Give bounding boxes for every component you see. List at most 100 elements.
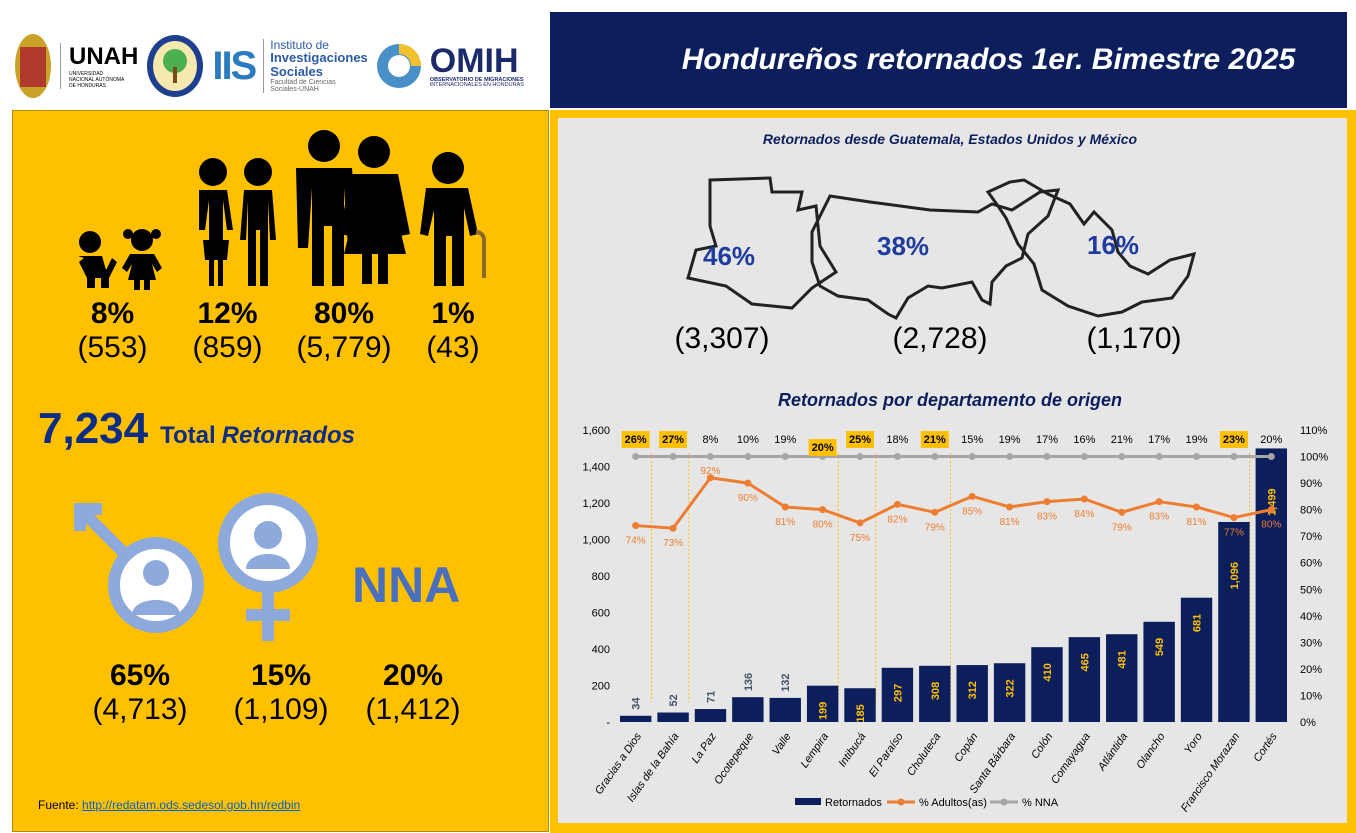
y-tick-label: 800	[592, 571, 610, 583]
omih-sub-2: INTERNACIONALES EN HONDURAS	[429, 82, 524, 88]
nna-point	[781, 453, 789, 461]
nna-point	[1006, 453, 1014, 461]
x-tick-label: El Paraíso	[867, 731, 906, 779]
bar	[1031, 647, 1063, 722]
adults-point	[1155, 498, 1163, 506]
adults-value-label: 79%	[1112, 522, 1132, 533]
page-title: Hondureños retornados 1er. Bimestre 2025	[550, 12, 1347, 108]
age-stat-youth: 12% (859)	[170, 297, 285, 365]
ccss-seal-icon	[147, 35, 204, 97]
nna-label-highlight	[1219, 431, 1248, 448]
adults-value-label: 92%	[700, 466, 720, 477]
nna-value-label: 16%	[1073, 434, 1095, 446]
bar	[1218, 521, 1250, 722]
country-count-usa: (2,728)	[892, 322, 988, 355]
bar-value-label: 465	[1079, 653, 1091, 671]
iis-name-1: Instituto de	[270, 37, 329, 52]
adults-point	[706, 474, 714, 482]
gender-count: (1,109)	[233, 693, 329, 726]
total-label: Total	[160, 422, 216, 449]
x-tick-label: Colón	[1029, 731, 1055, 761]
y2-tick-label: 50%	[1300, 584, 1322, 596]
country-count-guatemala: (3,307)	[674, 322, 770, 355]
age-count: (43)	[426, 331, 480, 364]
gender-pct: 15%	[250, 659, 312, 692]
age-stats: 8% (553) 12% (859) 80% (5,779) 1% (43)	[55, 297, 503, 365]
countries-title: Retornados desde Guatemala, Estados Unid…	[762, 131, 1138, 147]
age-stat-elderly: 1% (43)	[403, 297, 503, 365]
adults-value-label: 77%	[1224, 528, 1244, 539]
bar	[956, 665, 988, 722]
bar	[844, 688, 876, 722]
country-maps	[686, 176, 1197, 320]
bar	[993, 663, 1026, 722]
y2-tick-label: 110%	[1300, 425, 1328, 437]
bar-value-label: 136	[743, 673, 755, 691]
gender-pct: 65%	[109, 659, 171, 692]
x-tick-label: Cortés	[1251, 730, 1280, 764]
age-pct: 12%	[197, 297, 258, 330]
nna-label-highlight	[659, 431, 688, 448]
y-tick-label: 1,000	[582, 535, 610, 547]
bar	[657, 712, 689, 722]
bar-value-label: 549	[1154, 638, 1166, 656]
y2-tick-label: 60%	[1300, 558, 1322, 570]
adults-value-label: 80%	[1261, 520, 1281, 531]
x-tick-label: La Paz	[689, 730, 719, 765]
age-pct: 8%	[90, 297, 135, 330]
adults-value-label: 83%	[1149, 512, 1169, 523]
legend-label: % NNA	[1022, 797, 1059, 809]
gender-count: (1,412)	[365, 693, 461, 726]
iis-name-2: Investigaciones	[270, 50, 368, 66]
adults-point	[1080, 495, 1088, 503]
bar-value-label: 71	[705, 691, 717, 703]
bar-value-label: 297	[892, 684, 904, 702]
adults-point	[744, 479, 752, 487]
bar	[769, 697, 801, 722]
nna-value-label: 19%	[774, 434, 796, 446]
y2-tick-label: 0%	[1300, 717, 1316, 729]
x-tick-label: Olancho	[1134, 731, 1167, 771]
bar-value-label: 132	[780, 674, 792, 692]
bar	[1255, 448, 1288, 722]
legend-marker-adults	[897, 798, 905, 806]
omih-text: OMIH	[429, 41, 519, 80]
nna-label-highlight	[808, 439, 837, 456]
guatemala-map-icon	[686, 176, 839, 310]
age-count: (859)	[192, 331, 263, 364]
adults-value-label: 83%	[1037, 512, 1057, 523]
nna-value-label: 18%	[886, 434, 908, 446]
female-icon	[218, 493, 318, 641]
y-tick-label: 600	[592, 608, 610, 620]
source: Fuente: http://redatam.ods.sedesol.gob.h…	[38, 798, 300, 812]
gender-pct: 20%	[382, 659, 444, 692]
nna-value-label: 20%	[812, 442, 834, 454]
adults-line	[635, 476, 1272, 530]
omih-sub-1: OBSERVATORIO DE MIGRACIONES	[429, 76, 524, 83]
adults-value-label: 73%	[663, 538, 683, 549]
adults-point	[968, 492, 976, 500]
nna-label-highlight	[621, 431, 650, 448]
y-tick-label: -	[606, 717, 610, 729]
total-label-italic: Retornados	[221, 422, 356, 449]
adults-value-label: 74%	[626, 536, 646, 547]
nna-value-label: 19%	[1186, 434, 1208, 446]
iis-name-3: Sociales	[270, 63, 323, 79]
country-pct-usa: 38%	[877, 231, 930, 261]
department-chart: - 200 400 600 800 1,000 1,200 1,400 1,600 0% 10% 20…	[582, 425, 1328, 814]
adults-point	[1193, 503, 1201, 511]
x-tick-label: Choluteca	[905, 731, 943, 778]
x-tick-label: Comayagua	[1049, 731, 1093, 786]
bar-value-label: 681	[1192, 614, 1204, 632]
nna-value-label: 26%	[625, 434, 647, 446]
gender-icons	[74, 493, 318, 641]
nna-label-highlight	[920, 431, 949, 448]
x-tick-label: Yoro	[1182, 731, 1205, 756]
total-value: 7,234	[38, 404, 149, 453]
nna-value-label: 20%	[1260, 434, 1282, 446]
nna-value-label: 27%	[662, 434, 684, 446]
adults-value-label: 81%	[1000, 517, 1020, 528]
age-pct: 1%	[431, 297, 475, 330]
bar-value-label: 312	[967, 681, 979, 699]
source-link[interactable]: http://redatam.ods.sedesol.gob.hn/redbin	[82, 798, 301, 812]
